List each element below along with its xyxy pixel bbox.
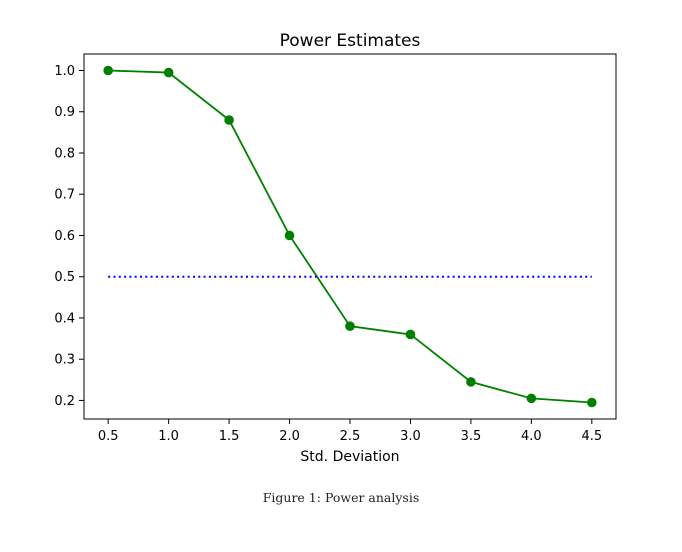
y-tick-label: 0.5: [54, 270, 75, 285]
figure-caption: Figure 1: Power analysis: [262, 490, 420, 505]
series-1-line: [108, 69, 592, 404]
x-axis-label: Std. Deviation: [300, 449, 399, 465]
x-tick-label: 2.5: [340, 429, 361, 444]
y-axis: 0.2 0.3 0.4 0.5 0.6 0.7 0.8 0.9 1.0: [54, 64, 84, 409]
chart-title: Power Estimates: [280, 31, 421, 51]
y-tick-label: 0.2: [54, 394, 75, 409]
x-tick-label: 4.0: [521, 429, 542, 444]
series-1-point: [284, 230, 295, 241]
y-tick-label: 0.3: [54, 353, 75, 368]
series-1-point: [224, 115, 234, 125]
x-tick-label: 0.5: [98, 429, 119, 444]
y-tick-label: 0.7: [54, 188, 75, 203]
y-tick-label: 1.0: [54, 64, 75, 79]
series-1-point: [466, 377, 476, 387]
x-tick-label: 2.0: [279, 429, 300, 444]
x-tick-label: 3.0: [400, 429, 421, 444]
series-1-point: [103, 65, 113, 76]
series-1-point: [345, 321, 355, 332]
series-1-point: [587, 397, 597, 408]
x-tick-label: 1.5: [219, 429, 240, 444]
x-tick-label: 1.0: [158, 429, 179, 444]
y-tick-label: 0.6: [54, 229, 75, 244]
x-tick-label: 4.5: [581, 429, 602, 444]
y-tick-label: 0.8: [54, 146, 75, 161]
series-1-point: [405, 329, 416, 340]
y-tick-label: 0.4: [54, 311, 75, 326]
plot-frame: [83, 53, 617, 420]
series-1-point: [163, 67, 174, 78]
x-tick-label: 3.5: [461, 429, 482, 444]
plot-area: [103, 65, 597, 408]
x-axis: 0.5 1.0 1.5 2.0 2.5 3.0 3.5 4.0 4.5: [98, 419, 602, 444]
series-1-point: [526, 393, 537, 404]
y-tick-label: 0.9: [54, 105, 75, 120]
